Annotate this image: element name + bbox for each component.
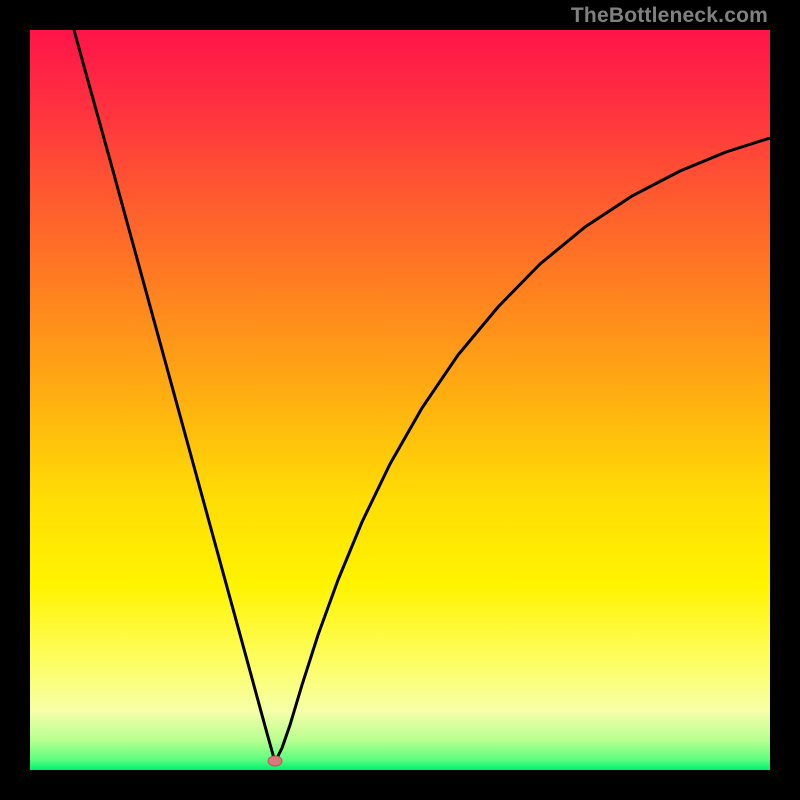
plot-area bbox=[30, 30, 770, 770]
watermark-text: TheBottleneck.com bbox=[571, 4, 768, 28]
outer-frame: TheBottleneck.com bbox=[0, 0, 800, 800]
gradient-background bbox=[30, 30, 770, 770]
minimum-marker bbox=[268, 756, 282, 766]
chart-svg bbox=[30, 30, 770, 770]
